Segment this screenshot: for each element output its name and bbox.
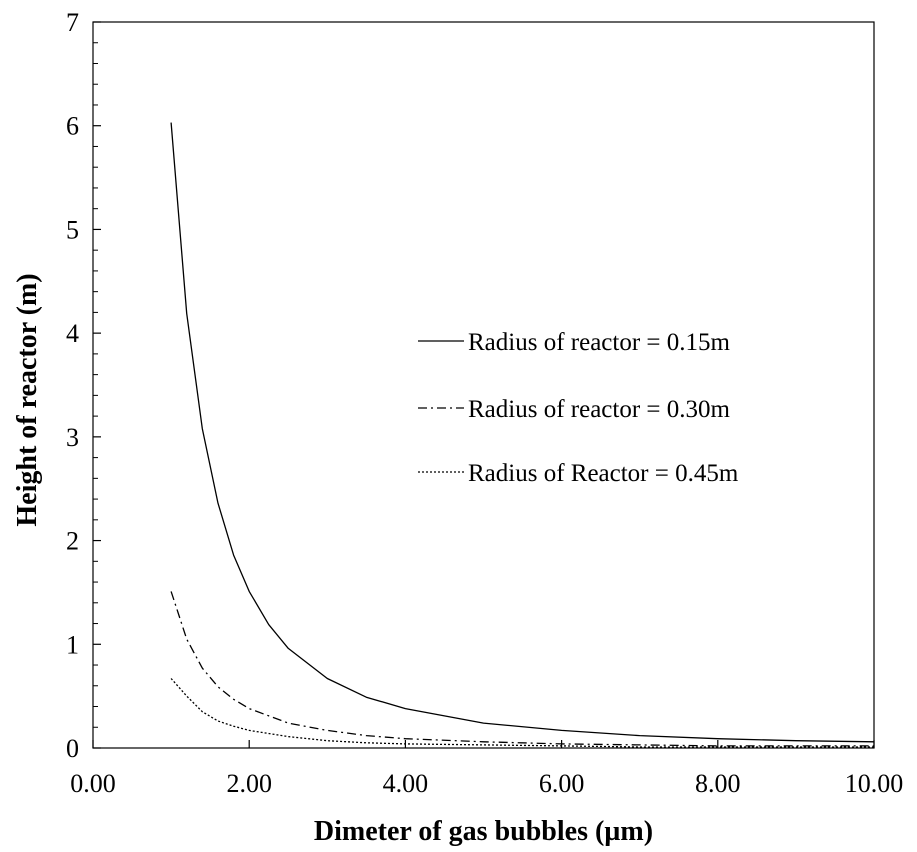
legend-label-3: Radius of Reactor = 0.45m (468, 460, 739, 487)
x-tick-label: 2.00 (226, 769, 272, 798)
series-layer (170, 122, 875, 748)
x-tick-label: 0.00 (70, 769, 116, 798)
x-tick-label: 8.00 (695, 769, 741, 798)
x-tick-label: 4.00 (383, 769, 429, 798)
y-tick-label: 0 (66, 734, 79, 763)
y-tick-label: 1 (66, 630, 79, 659)
series-line-1 (170, 122, 875, 743)
y-tick-label: 2 (66, 527, 79, 556)
plot-border (92, 21, 875, 749)
legend-label-2: Radius of reactor = 0.30m (468, 396, 731, 423)
series-line-2 (170, 591, 874, 747)
plot-area (92, 21, 875, 749)
x-axis-title: Dimeter of gas bubbles (µm) (314, 816, 653, 847)
legend: Radius of reactor = 0.15m Radius of react… (418, 329, 739, 487)
y-tick-label: 6 (66, 112, 79, 141)
x-axis: 0.00 2.00 4.00 6.00 8.00 10.00 (70, 740, 903, 798)
y-tick-label: 7 (66, 8, 79, 37)
y-tick-label: 5 (66, 215, 79, 244)
y-axis-title: Height of reactor (m) (12, 273, 43, 526)
y-tick-label: 3 (66, 423, 79, 452)
y-tick-label: 4 (66, 319, 79, 348)
legend-label-1: Radius of reactor = 0.15m (468, 329, 731, 356)
x-tick-label: 10.00 (845, 769, 904, 798)
y-axis: 0 1 2 3 4 5 6 7 (66, 8, 101, 763)
x-tick-label: 6.00 (539, 769, 585, 798)
series-line-3 (170, 678, 874, 748)
